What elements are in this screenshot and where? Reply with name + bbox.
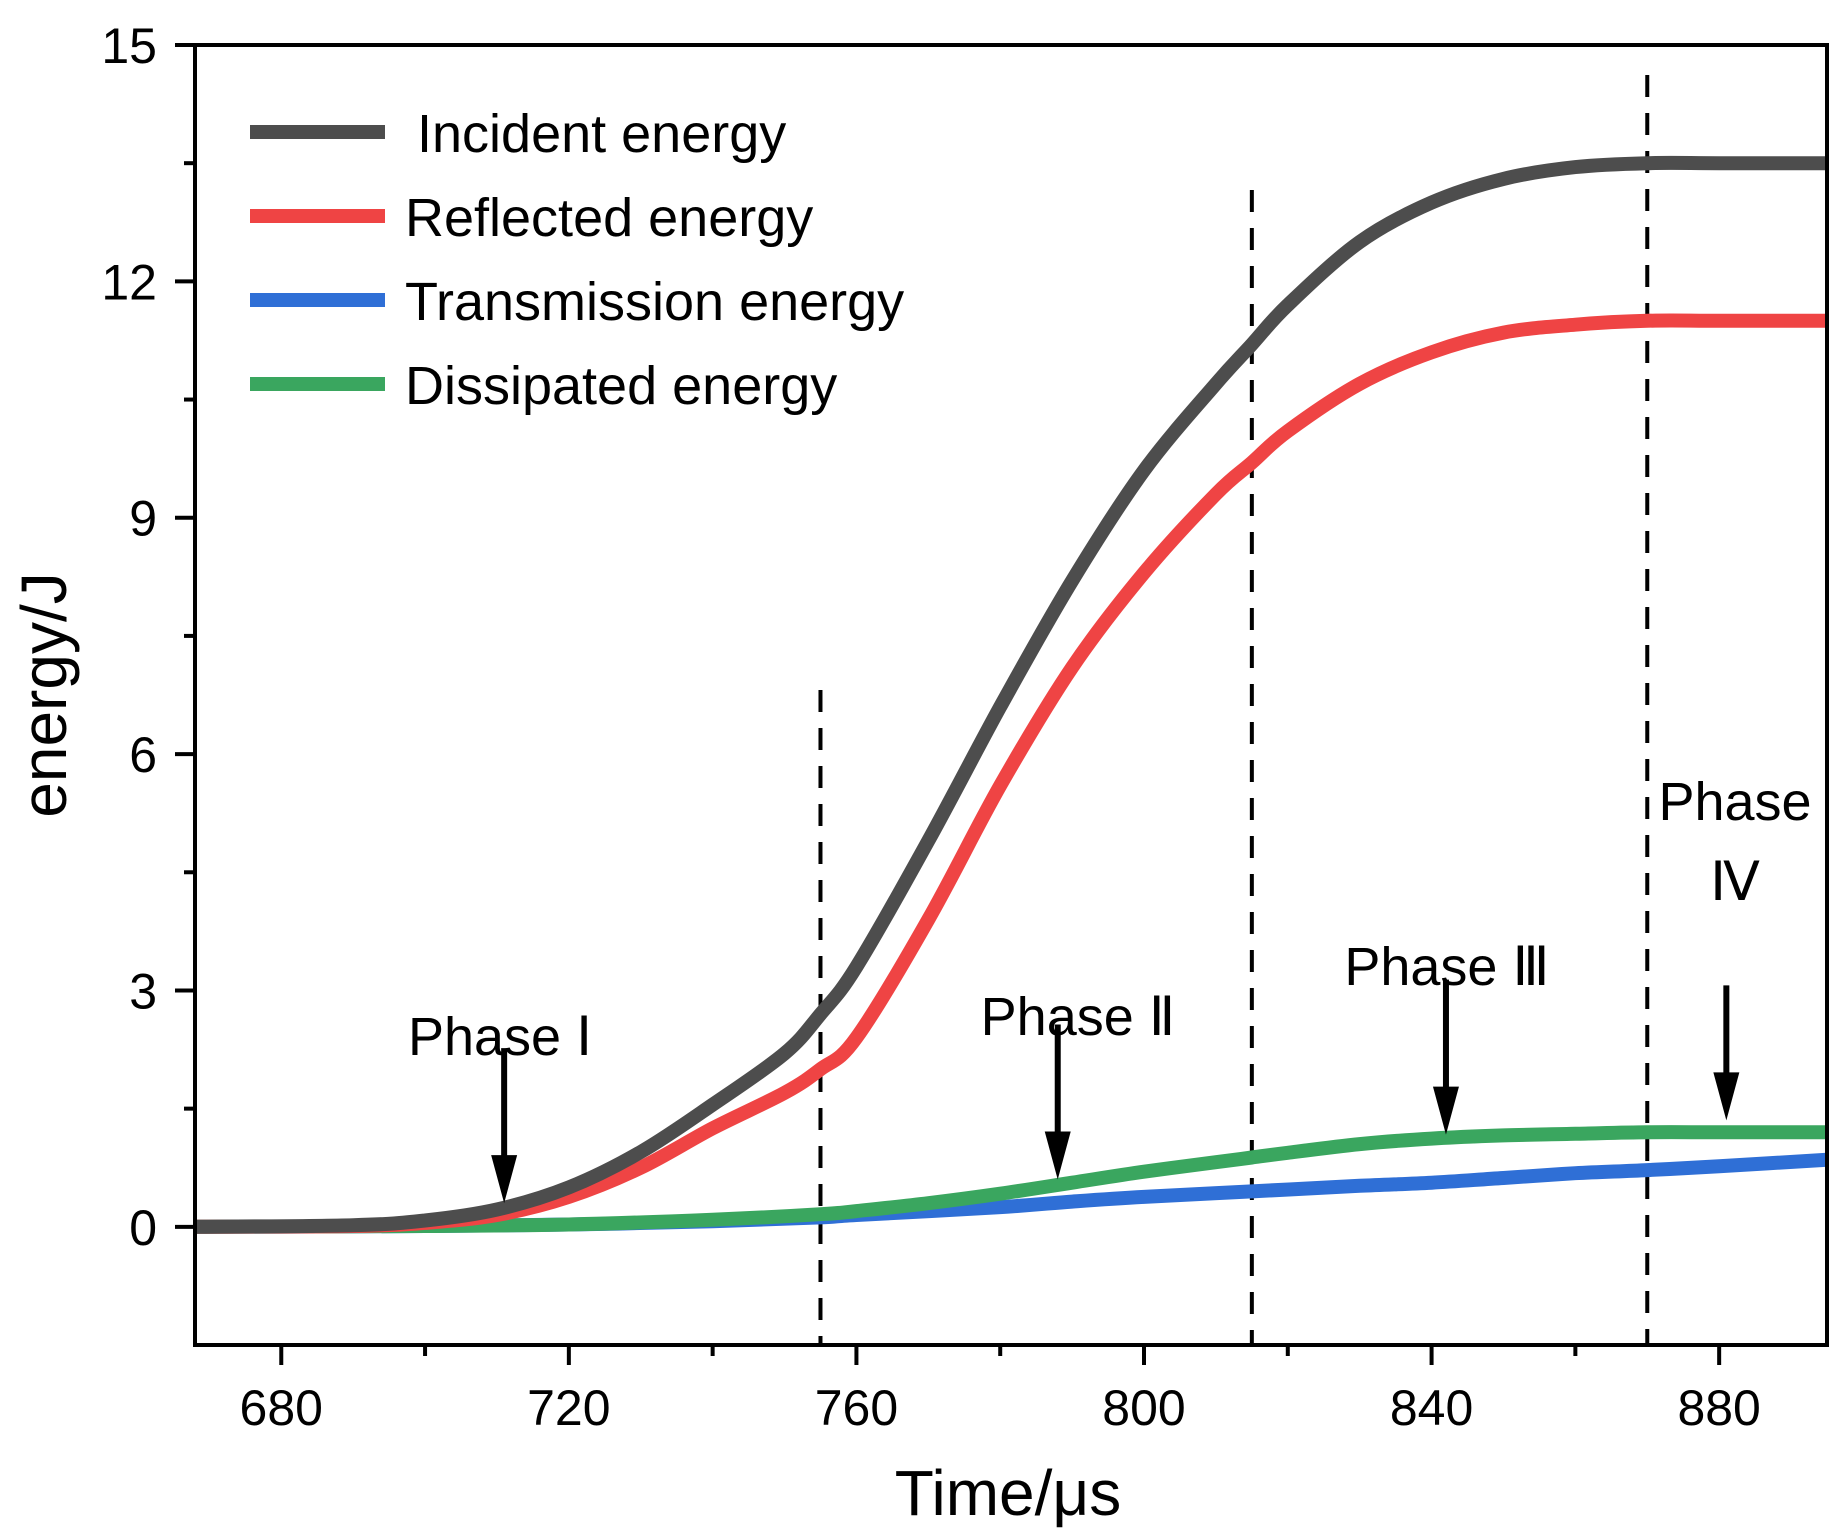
y-tick-label: 6 <box>129 727 157 783</box>
legend: Incident energy Reflected energy Transmiss… <box>250 104 904 416</box>
x-tick-label: 840 <box>1390 1380 1473 1436</box>
phase-arrow-head <box>1044 1131 1071 1180</box>
phase-label: Phase <box>1658 772 1811 832</box>
phase-arrow-head <box>1432 1086 1459 1135</box>
x-tick-label: 680 <box>240 1380 323 1436</box>
legend-label-dissipated-energy: Dissipated energy <box>405 356 837 416</box>
legend-label-transmission-energy: Transmission energy <box>405 272 904 332</box>
plot-frame <box>193 43 1829 1347</box>
series-line-reflected-energy <box>194 313 1827 1234</box>
phase-arrow-head <box>1713 1072 1740 1121</box>
phase-arrow-head <box>491 1155 518 1204</box>
phase-label: Phase Ⅰ <box>408 1007 592 1067</box>
series-line-dissipated-energy <box>194 1125 1827 1234</box>
legend-label-incident-energy: Incident energy <box>417 104 786 164</box>
y-tick-label: 3 <box>129 963 157 1019</box>
series-line-incident-energy <box>194 155 1827 1234</box>
y-tick-label: 15 <box>101 18 157 74</box>
x-tick-label: 880 <box>1677 1380 1760 1436</box>
x-axis-ticks: 680 720 760 800 840 880 <box>240 1345 1761 1436</box>
y-axis-title: energy/J <box>8 572 80 817</box>
plot-border <box>193 43 1829 1347</box>
y-tick-label: 9 <box>129 491 157 547</box>
y-tick-label: 12 <box>101 254 157 310</box>
series-lines <box>194 155 1828 1234</box>
phase-label: Ⅳ <box>1710 852 1760 912</box>
x-tick-label: 760 <box>815 1380 898 1436</box>
x-tick-label: 800 <box>1102 1380 1185 1436</box>
legend-label-reflected-energy: Reflected energy <box>405 188 813 248</box>
x-tick-label: 720 <box>527 1380 610 1436</box>
phase-label: Phase Ⅱ <box>981 987 1176 1047</box>
y-tick-label: 0 <box>129 1200 157 1256</box>
y-axis-ticks: 0 3 6 9 12 15 <box>101 18 195 1256</box>
x-axis-title: Time/μs <box>895 1457 1122 1529</box>
